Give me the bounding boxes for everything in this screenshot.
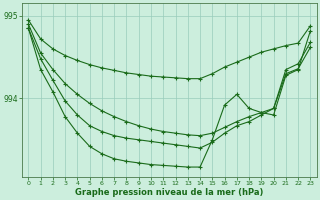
- X-axis label: Graphe pression niveau de la mer (hPa): Graphe pression niveau de la mer (hPa): [75, 188, 264, 197]
